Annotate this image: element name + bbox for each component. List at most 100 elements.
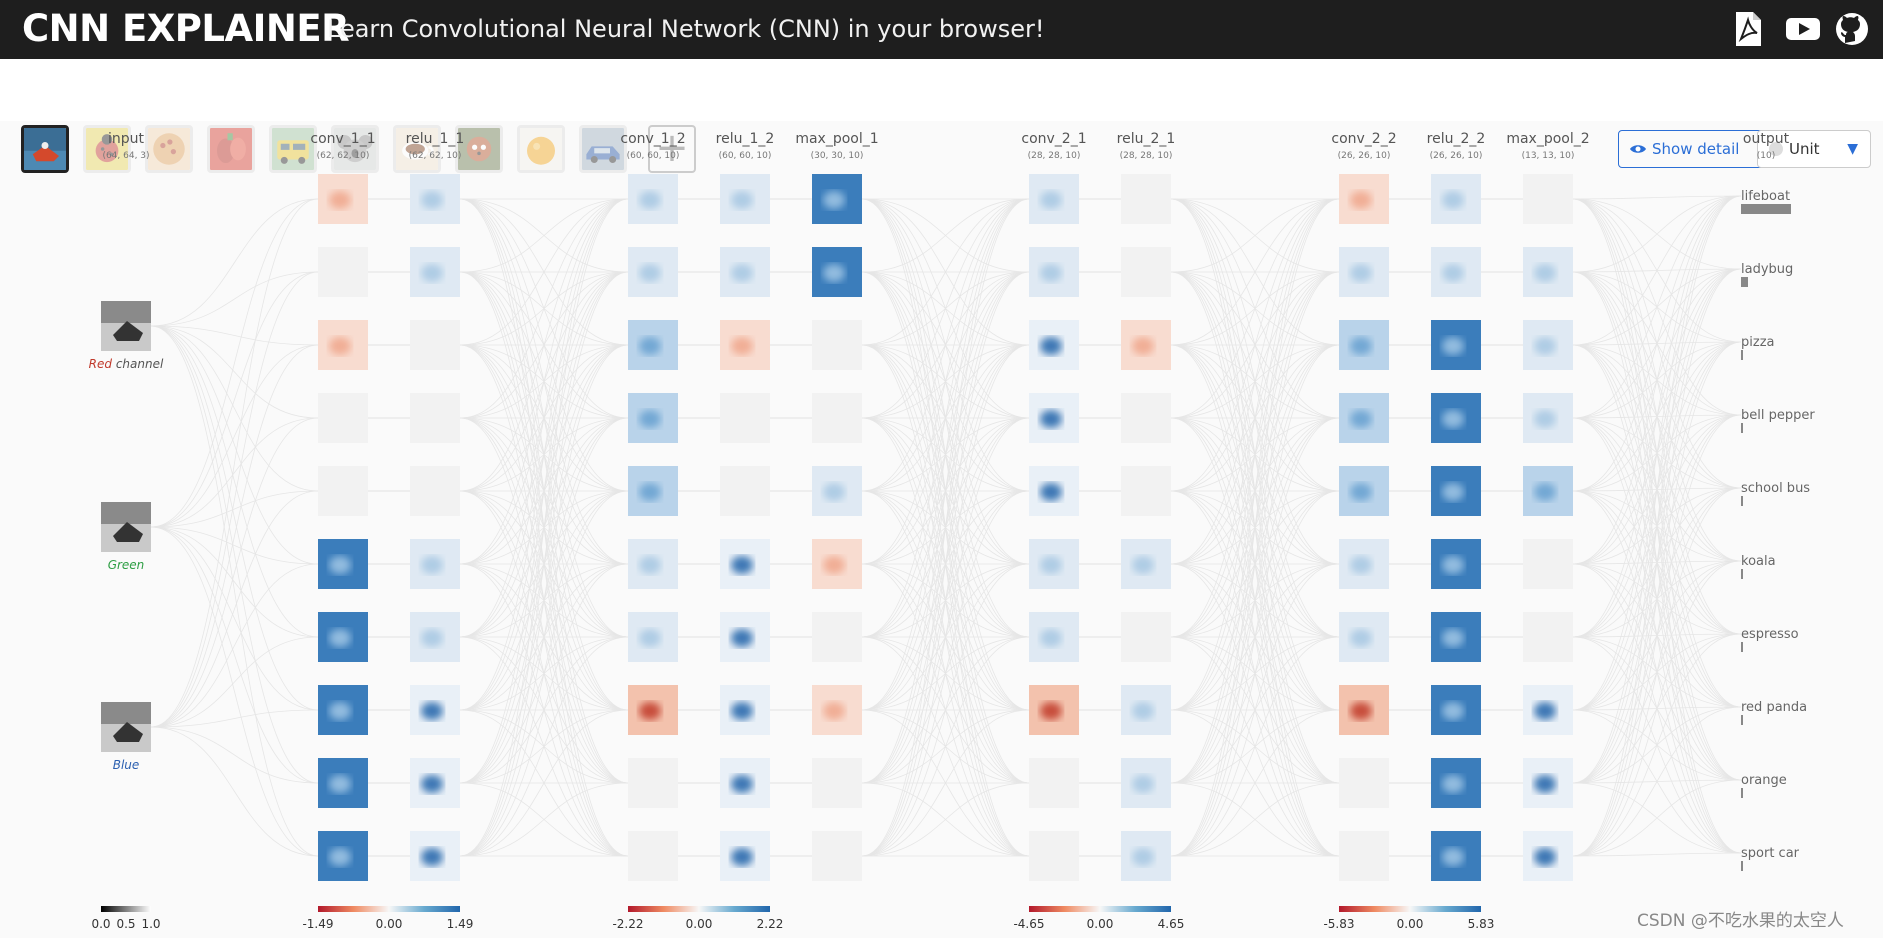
feature-map-node[interactable] xyxy=(720,466,770,516)
feature-map-node[interactable] xyxy=(1523,612,1573,662)
feature-map-node[interactable] xyxy=(628,539,678,589)
thumbnail-espresso[interactable] xyxy=(393,125,441,173)
thumbnail-bus[interactable] xyxy=(269,125,317,173)
feature-map-node[interactable] xyxy=(1523,247,1573,297)
feature-map-node[interactable] xyxy=(812,393,862,443)
feature-map-node[interactable] xyxy=(318,320,368,370)
feature-map-node[interactable] xyxy=(410,466,460,516)
feature-map-node[interactable] xyxy=(628,320,678,370)
feature-map-node[interactable] xyxy=(1431,320,1481,370)
feature-map-node[interactable] xyxy=(720,320,770,370)
feature-map-node[interactable] xyxy=(720,758,770,808)
feature-map-node[interactable] xyxy=(1523,466,1573,516)
app-logo[interactable]: CNN EXPLAINER xyxy=(22,7,350,50)
feature-map-node[interactable] xyxy=(1121,612,1171,662)
feature-map-node[interactable] xyxy=(1029,831,1079,881)
feature-map-node[interactable] xyxy=(1523,685,1573,735)
thumbnail-orange[interactable] xyxy=(517,125,565,173)
feature-map-node[interactable] xyxy=(812,320,862,370)
output-class-label[interactable]: lifeboat xyxy=(1741,189,1790,204)
feature-map-node[interactable] xyxy=(1339,174,1389,224)
feature-map-node[interactable] xyxy=(318,174,368,224)
feature-map-node[interactable] xyxy=(1121,466,1171,516)
feature-map-node[interactable] xyxy=(410,831,460,881)
feature-map-node[interactable] xyxy=(410,393,460,443)
feature-map-node[interactable] xyxy=(1523,393,1573,443)
feature-map-node[interactable] xyxy=(1029,247,1079,297)
feature-map-node[interactable] xyxy=(318,247,368,297)
input-channel-node[interactable] xyxy=(101,502,151,552)
github-icon[interactable] xyxy=(1834,9,1870,49)
output-class-label[interactable]: sport car xyxy=(1741,846,1800,861)
thumbnail-boat[interactable] xyxy=(21,125,69,173)
feature-map-node[interactable] xyxy=(812,466,862,516)
feature-map-node[interactable] xyxy=(812,247,862,297)
feature-map-node[interactable] xyxy=(410,539,460,589)
feature-map-node[interactable] xyxy=(1431,612,1481,662)
feature-map-node[interactable] xyxy=(318,539,368,589)
feature-map-node[interactable] xyxy=(1029,174,1079,224)
thumbnail-pizza[interactable] xyxy=(145,125,193,173)
feature-map-node[interactable] xyxy=(1431,758,1481,808)
feature-map-node[interactable] xyxy=(410,685,460,735)
thumbnail-bell-pepper[interactable] xyxy=(207,125,255,173)
feature-map-node[interactable] xyxy=(628,758,678,808)
feature-map-node[interactable] xyxy=(1121,831,1171,881)
feature-map-node[interactable] xyxy=(1121,247,1171,297)
feature-map-node[interactable] xyxy=(318,393,368,443)
input-channel-node[interactable] xyxy=(101,301,151,351)
add-image-button[interactable]: + xyxy=(648,125,696,173)
feature-map-node[interactable] xyxy=(318,831,368,881)
feature-map-node[interactable] xyxy=(720,393,770,443)
feature-map-node[interactable] xyxy=(1029,685,1079,735)
feature-map-node[interactable] xyxy=(1339,612,1389,662)
feature-map-node[interactable] xyxy=(812,612,862,662)
feature-map-node[interactable] xyxy=(1339,685,1389,735)
feature-map-node[interactable] xyxy=(1431,539,1481,589)
feature-map-node[interactable] xyxy=(1121,539,1171,589)
feature-map-node[interactable] xyxy=(1523,831,1573,881)
feature-map-node[interactable] xyxy=(1431,393,1481,443)
video-icon[interactable] xyxy=(1782,9,1824,49)
feature-map-node[interactable] xyxy=(720,539,770,589)
thumbnail-panda[interactable] xyxy=(455,125,503,173)
thumbnail-koala[interactable] xyxy=(331,125,379,173)
feature-map-node[interactable] xyxy=(1339,393,1389,443)
thumbnail-ladybug[interactable] xyxy=(83,125,131,173)
output-class-label[interactable]: orange xyxy=(1741,773,1787,788)
feature-map-node[interactable] xyxy=(1121,320,1171,370)
feature-map-node[interactable] xyxy=(410,247,460,297)
paper-icon[interactable] xyxy=(1730,9,1766,49)
feature-map-node[interactable] xyxy=(1523,758,1573,808)
feature-map-node[interactable] xyxy=(1339,758,1389,808)
feature-map-node[interactable] xyxy=(1121,758,1171,808)
feature-map-node[interactable] xyxy=(318,612,368,662)
feature-map-node[interactable] xyxy=(1431,466,1481,516)
feature-map-node[interactable] xyxy=(720,247,770,297)
feature-map-node[interactable] xyxy=(720,174,770,224)
feature-map-node[interactable] xyxy=(628,393,678,443)
feature-map-node[interactable] xyxy=(720,685,770,735)
feature-map-node[interactable] xyxy=(1523,539,1573,589)
feature-map-node[interactable] xyxy=(1121,685,1171,735)
feature-map-node[interactable] xyxy=(1339,539,1389,589)
output-class-label[interactable]: pizza xyxy=(1741,335,1774,350)
feature-map-node[interactable] xyxy=(1339,320,1389,370)
feature-map-node[interactable] xyxy=(812,831,862,881)
feature-map-node[interactable] xyxy=(318,758,368,808)
unit-select[interactable]: Unit ▼ xyxy=(1757,130,1871,168)
output-class-label[interactable]: koala xyxy=(1741,554,1776,569)
feature-map-node[interactable] xyxy=(812,539,862,589)
feature-map-node[interactable] xyxy=(628,685,678,735)
output-class-label[interactable]: red panda xyxy=(1741,700,1807,715)
feature-map-node[interactable] xyxy=(1029,539,1079,589)
feature-map-node[interactable] xyxy=(628,612,678,662)
output-class-label[interactable]: bell pepper xyxy=(1741,408,1815,423)
feature-map-node[interactable] xyxy=(410,612,460,662)
feature-map-node[interactable] xyxy=(410,174,460,224)
feature-map-node[interactable] xyxy=(1431,685,1481,735)
feature-map-node[interactable] xyxy=(1029,466,1079,516)
feature-map-node[interactable] xyxy=(1523,320,1573,370)
feature-map-node[interactable] xyxy=(1339,466,1389,516)
feature-map-node[interactable] xyxy=(628,466,678,516)
